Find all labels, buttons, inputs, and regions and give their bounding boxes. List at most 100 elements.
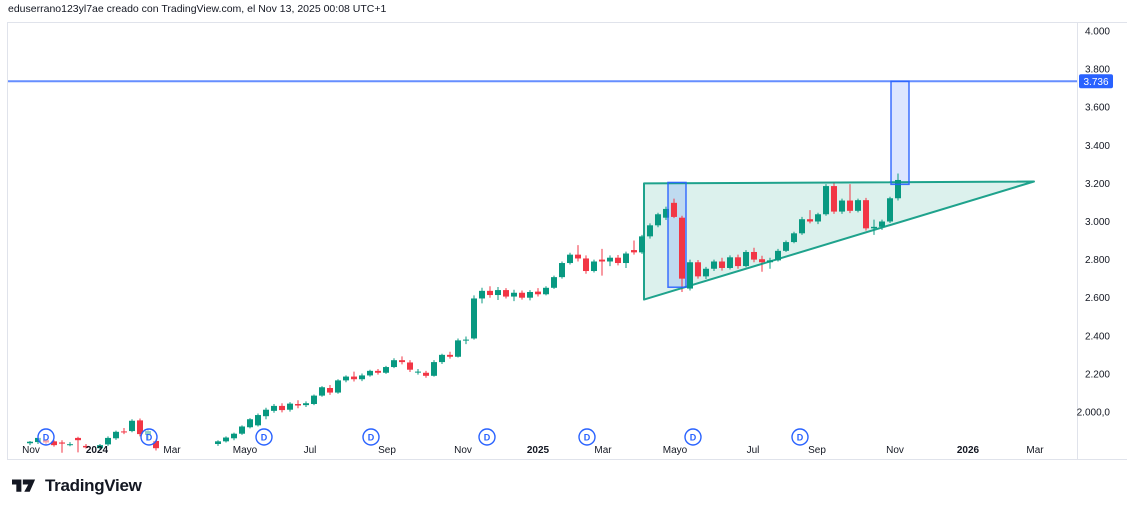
chart-frame-top <box>7 22 1127 23</box>
candle-body <box>815 214 821 222</box>
price-axis-label: 2.200 <box>1085 369 1110 380</box>
candle-body <box>287 403 293 410</box>
highlight-box-outline-2[interactable] <box>890 80 910 186</box>
dividend-marker-circle[interactable] <box>140 428 158 446</box>
candle-body <box>775 250 781 261</box>
tradingview-logo-icon <box>12 479 36 492</box>
tradingview-logo[interactable]: TradingView <box>12 476 142 496</box>
candle-body <box>439 354 445 363</box>
candle-body <box>359 375 365 380</box>
candle-body <box>703 268 709 277</box>
candle-body <box>255 415 261 426</box>
time-axis-label: Mayo <box>663 445 688 456</box>
time-axis-label: Mar <box>163 445 181 456</box>
candle-body <box>863 200 869 229</box>
dividend-marker-letter: D <box>797 433 804 443</box>
price-axis-label: 2.600 <box>1085 293 1110 304</box>
candle-body <box>679 217 685 279</box>
candle-body <box>455 340 461 357</box>
time-axis-label: Jul <box>304 445 317 456</box>
candle-body <box>223 437 229 442</box>
candle-body <box>511 292 517 297</box>
candle-body <box>399 360 405 363</box>
candle-body <box>503 290 509 297</box>
candle-body <box>599 259 605 262</box>
time-axis-label: Nov <box>886 445 904 456</box>
candle-body <box>415 371 421 373</box>
candle-body <box>519 292 525 298</box>
candle-body <box>663 208 669 218</box>
candle-body <box>367 370 373 376</box>
candle-body <box>239 426 245 434</box>
dividend-marker-letter: D <box>484 433 491 443</box>
candle-body <box>271 405 277 411</box>
candle-body <box>591 261 597 272</box>
candle-body <box>639 236 645 253</box>
dividend-marker-letter: D <box>690 433 697 443</box>
candle-body <box>551 277 557 288</box>
highlight-box-fill-2[interactable] <box>891 81 909 185</box>
dividend-marker-circle[interactable] <box>478 428 496 446</box>
dividend-marker-circle[interactable] <box>791 428 809 446</box>
candle-body <box>871 226 877 229</box>
time-axis-label: Sep <box>378 445 396 456</box>
candle-body <box>559 263 565 278</box>
candle-body <box>105 437 111 445</box>
time-axis-label: Jul <box>747 445 760 456</box>
candle-body <box>615 257 621 264</box>
time-axis-label: Nov <box>454 445 472 456</box>
tradingview-logo-text: TradingView <box>45 476 142 495</box>
price-line-badge[interactable] <box>1079 74 1113 89</box>
candle-body <box>121 431 127 433</box>
candle-body <box>97 445 103 449</box>
dividend-marker-circle[interactable] <box>684 428 702 446</box>
candle-body <box>727 257 733 268</box>
candle-body <box>153 440 159 449</box>
price-axis-label: 2.800 <box>1085 255 1110 266</box>
candle-body <box>719 261 725 268</box>
time-axis-label: Mar <box>1026 445 1044 456</box>
price-axis-separator <box>1077 22 1078 459</box>
candle-body <box>75 437 81 441</box>
candle-body <box>583 258 589 272</box>
candle-body <box>607 257 613 262</box>
dividend-marker-circle[interactable] <box>362 428 380 446</box>
time-axis-label: Nov <box>22 445 40 456</box>
candle-body <box>463 339 469 341</box>
dividend-marker-circle[interactable] <box>37 428 55 446</box>
candle-body <box>535 291 541 295</box>
price-axis-label: 2.000,0 <box>1077 408 1111 419</box>
candle-body <box>423 372 429 376</box>
candle-body <box>855 200 861 211</box>
dividend-marker-letter: D <box>146 433 153 443</box>
candle-body <box>671 202 677 217</box>
candle-body <box>311 395 317 404</box>
candle-body <box>431 362 437 376</box>
candle-body <box>279 405 285 411</box>
candle-body <box>51 441 57 446</box>
highlight-box-outline-1[interactable] <box>667 181 687 288</box>
dividend-marker-circle[interactable] <box>578 428 596 446</box>
candle-body <box>447 354 453 357</box>
candle-body <box>823 186 829 215</box>
candle-body <box>711 261 717 269</box>
dividend-marker-circle[interactable] <box>255 428 273 446</box>
candle-body <box>791 233 797 243</box>
price-axis-label: 3.600 <box>1085 103 1110 114</box>
candle-body <box>527 291 533 298</box>
candle-body <box>687 262 693 289</box>
candle-body <box>799 219 805 234</box>
dividend-marker-letter: D <box>368 433 375 443</box>
candle-body <box>471 298 477 339</box>
candle-body <box>215 441 221 445</box>
triangle-pattern-outline[interactable] <box>643 180 1035 301</box>
candle-body <box>847 200 853 211</box>
candle-body <box>839 200 845 212</box>
attribution-text: eduserrano123yl7ae creado con TradingVie… <box>8 3 387 15</box>
candle-body <box>335 380 341 393</box>
time-axis-label: Sep <box>808 445 826 456</box>
candle-body <box>647 225 653 237</box>
candle-body <box>375 370 381 373</box>
price-axis-label: 3.200 <box>1085 179 1110 190</box>
